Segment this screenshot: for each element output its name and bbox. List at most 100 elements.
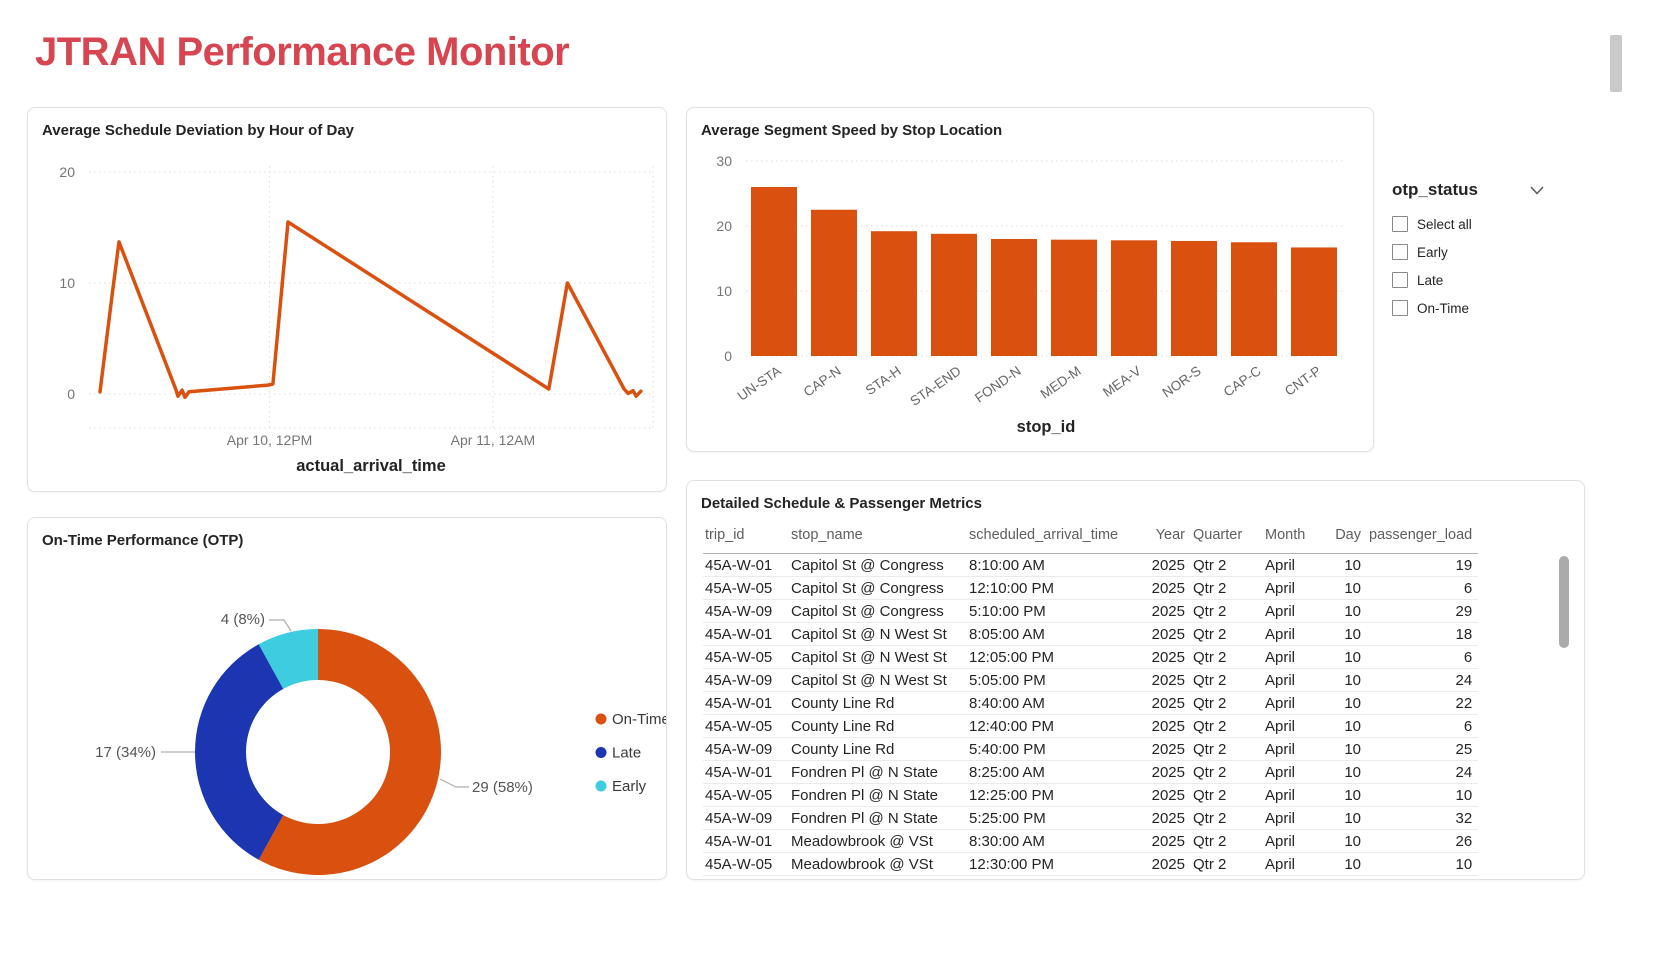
- slicer-option-select-all[interactable]: Select all: [1392, 210, 1562, 238]
- table-cell: Qtr 2: [1191, 645, 1263, 669]
- table-cell: Qtr 2: [1191, 691, 1263, 715]
- table-cell: Qtr 2: [1191, 760, 1263, 784]
- slicer-option-label: On-Time: [1417, 300, 1470, 316]
- donut-slice-Early[interactable]: [258, 629, 318, 689]
- bar-NOR-S[interactable]: [1171, 240, 1217, 356]
- table-row[interactable]: 45A-W-05 Meadowbrook @ VSt 12:30:00 PM 2025…: [703, 852, 1479, 876]
- bar-FOND-N[interactable]: [991, 239, 1037, 356]
- table-cell: Qtr 2: [1191, 806, 1263, 830]
- column-header-Year[interactable]: Year: [1135, 523, 1191, 554]
- x-axis-title: actual_arrival_time: [296, 457, 446, 475]
- y-axis-tick-label: 20: [59, 164, 75, 180]
- table-row[interactable]: 45A-W-09 Fondren Pl @ N State 5:25:00 PM 20…: [703, 806, 1479, 830]
- table-cell: 29: [1367, 599, 1479, 623]
- checkbox[interactable]: [1392, 216, 1408, 232]
- table-cell: Qtr 2: [1191, 714, 1263, 738]
- x-axis-category-label: CAP-N: [801, 363, 844, 399]
- table-cell: 8:40:00 AM: [967, 691, 1135, 715]
- bar-CAP-N[interactable]: [811, 209, 857, 356]
- column-header-trip_id[interactable]: trip_id: [703, 523, 789, 554]
- legend-item-On-Time[interactable]: On-Time: [595, 711, 667, 728]
- table-cell: 18: [1367, 622, 1479, 646]
- table-row[interactable]: 45A-W-09 Capitol St @ N West St 5:05:00 PM…: [703, 668, 1479, 692]
- table-cell: 2025: [1135, 691, 1191, 715]
- legend-dot: [595, 780, 607, 792]
- table-cell: Capitol St @ Congress: [789, 553, 967, 577]
- table-row[interactable]: 45A-W-01 Meadowbrook @ VSt 8:30:00 AM 2025 Q…: [703, 829, 1479, 853]
- column-header-passenger_load[interactable]: passenger_load: [1367, 523, 1479, 554]
- chevron-down-icon[interactable]: [1530, 185, 1544, 195]
- table-cell: 2025: [1135, 553, 1191, 577]
- table-cell: 2025: [1135, 576, 1191, 600]
- bar-CNT-P[interactable]: [1291, 247, 1337, 356]
- table-cell: 10: [1325, 691, 1367, 715]
- donut-slice-Late[interactable]: [194, 644, 284, 860]
- table-cell: 2025: [1135, 714, 1191, 738]
- page-title: JTRAN Performance Monitor: [35, 30, 570, 74]
- donut-slice-On-Time[interactable]: [258, 629, 441, 875]
- x-axis-tick-label: Apr 11, 12AM: [451, 432, 536, 448]
- table-cell: 25: [1367, 737, 1479, 761]
- table-row[interactable]: 45A-W-01 County Line Rd 8:40:00 AM 2025 Qtr …: [703, 691, 1479, 715]
- x-axis-category-label: UN-STA: [735, 363, 784, 404]
- column-header-scheduled_arrival_time[interactable]: scheduled_arrival_time: [967, 523, 1135, 554]
- column-header-stop_name[interactable]: stop_name: [789, 523, 967, 554]
- table-row[interactable]: 45A-W-01 Fondren Pl @ N State 8:25:00 AM 20…: [703, 760, 1479, 784]
- slicer-option-on-time[interactable]: On-Time: [1392, 294, 1562, 322]
- table-row[interactable]: 45A-W-01 Capitol St @ Congress 8:10:00 AM 2…: [703, 553, 1479, 577]
- legend-item-Late[interactable]: Late: [595, 745, 642, 762]
- table-cell: April: [1263, 783, 1325, 807]
- x-axis-category-label: MEA-V: [1100, 363, 1144, 400]
- speed-bar-chart: 0 10 20 30 UN-STA CAP-N STA-H STA-END FOND-N MED-…: [716, 153, 1346, 436]
- table-cell: Capitol St @ N West St: [789, 668, 967, 692]
- legend-label: Late: [612, 745, 641, 762]
- column-header-Quarter[interactable]: Quarter: [1191, 523, 1263, 554]
- table-cell: Qtr 2: [1191, 783, 1263, 807]
- deviation-line-series[interactable]: [98, 220, 643, 400]
- table-cell: 8:25:00 AM: [967, 760, 1135, 784]
- table-cell: Qtr 2: [1191, 668, 1263, 692]
- table-cell: April: [1263, 691, 1325, 715]
- table-cell: 2025: [1135, 737, 1191, 761]
- table-row[interactable]: 45A-W-05 Fondren Pl @ N State 12:25:00 PM 2…: [703, 783, 1479, 807]
- legend-item-Early[interactable]: Early: [595, 778, 647, 795]
- page-scrollbar-thumb[interactable]: [1610, 35, 1622, 92]
- table-cell: 2025: [1135, 783, 1191, 807]
- table-row[interactable]: 45A-W-05 County Line Rd 12:40:00 PM 2025 Qtr…: [703, 714, 1479, 738]
- table-cell: 45A-W-01: [703, 829, 789, 853]
- table-scrollbar-thumb[interactable]: [1559, 556, 1569, 648]
- table-cell: 2025: [1135, 852, 1191, 876]
- x-axis-category-label: STA-END: [907, 363, 964, 409]
- column-header-Month[interactable]: Month: [1263, 523, 1325, 554]
- table-title: Detailed Schedule & Passenger Metrics: [701, 495, 982, 512]
- table-cell: 45A-W-09: [703, 737, 789, 761]
- table-row[interactable]: 45A-W-05 Capitol St @ Congress 12:10:00 PM…: [703, 576, 1479, 600]
- bar-UN-STA[interactable]: [751, 187, 797, 356]
- table-cell: 10: [1325, 806, 1367, 830]
- slicer-option-late[interactable]: Late: [1392, 266, 1562, 294]
- slicer-option-early[interactable]: Early: [1392, 238, 1562, 266]
- otp-donut-chart: 29 (58%) 17 (34%) 4 (8%) On-Time Late Early: [95, 611, 667, 875]
- table-row[interactable]: 45A-W-09 County Line Rd 5:40:00 PM 2025 Qtr …: [703, 737, 1479, 761]
- table-cell: 45A-W-09: [703, 599, 789, 623]
- bar-STA-END[interactable]: [931, 233, 977, 356]
- bar-MED-M[interactable]: [1051, 239, 1097, 356]
- column-header-Day[interactable]: Day: [1325, 523, 1367, 554]
- table-row[interactable]: 45A-W-09 Capitol St @ Congress 5:10:00 PM 2…: [703, 599, 1479, 623]
- bar-MEA-V[interactable]: [1111, 240, 1157, 356]
- bar-CAP-C[interactable]: [1231, 242, 1277, 356]
- checkbox[interactable]: [1392, 300, 1408, 316]
- table-cell: 8:10:00 AM: [967, 553, 1135, 577]
- table-cell: 10: [1325, 576, 1367, 600]
- bar-STA-H[interactable]: [871, 231, 917, 356]
- table-cell: 10: [1325, 599, 1367, 623]
- table-cell: 45A-W-09: [703, 806, 789, 830]
- table-cell: 45A-W-05: [703, 645, 789, 669]
- checkbox[interactable]: [1392, 272, 1408, 288]
- x-axis-category-label: MED-M: [1038, 363, 1084, 402]
- table-row[interactable]: 45A-W-01 Capitol St @ N West St 8:05:00 AM…: [703, 622, 1479, 646]
- table-cell: 12:25:00 PM: [967, 783, 1135, 807]
- table-row[interactable]: 45A-W-05 Capitol St @ N West St 12:05:00 P…: [703, 645, 1479, 669]
- speed-chart-title: Average Segment Speed by Stop Location: [701, 122, 1003, 139]
- checkbox[interactable]: [1392, 244, 1408, 260]
